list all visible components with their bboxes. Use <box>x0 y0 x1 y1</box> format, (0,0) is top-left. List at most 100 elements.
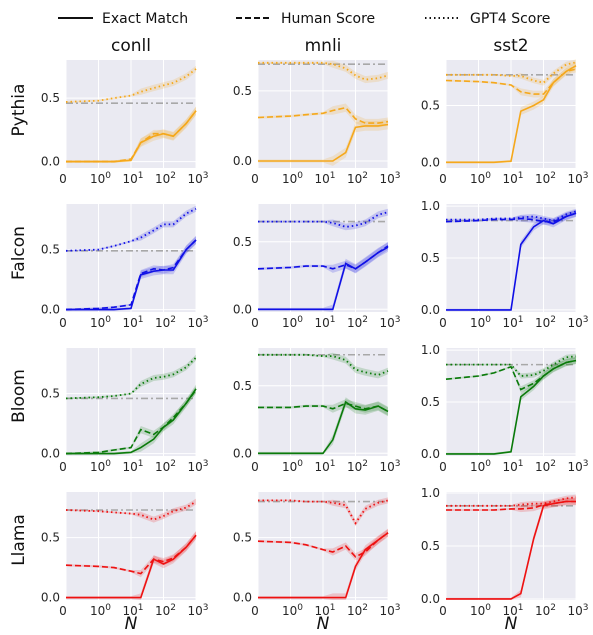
panel-falcon-conll: 0.0 0.5 0 100 101 102 103 <box>41 204 209 330</box>
panel-pythia-sst2: 0.0 0.5 0 100 101 102 103 <box>421 59 589 186</box>
series-line-human <box>65 534 197 575</box>
x-tick-label: 100 <box>470 603 491 618</box>
panel-falcon-mnli: 0.0 0.5 0 100 101 102 103 <box>233 204 401 330</box>
y-tick-label: 0.5 <box>421 98 440 112</box>
x-tick-label: 103 <box>567 171 588 186</box>
x-tick-label: 100 <box>282 315 303 330</box>
column-title-mnli: mnli <box>305 36 342 56</box>
x-tick-label: 103 <box>379 459 400 474</box>
series-line-human <box>258 402 389 413</box>
series-band-gpt4 <box>446 494 576 508</box>
y-tick-label: 0.0 <box>233 446 252 460</box>
y-tick-label: 0.0 <box>41 591 60 605</box>
x-tick-label: 101 <box>314 459 335 474</box>
series-line-human <box>257 106 389 124</box>
y-tick-label: 0.0 <box>233 154 252 168</box>
x-tick-label: 0 <box>251 172 259 186</box>
y-tick-label: 0.0 <box>41 447 60 461</box>
y-tick-label: 0.0 <box>421 592 440 606</box>
x-tick-label: 103 <box>187 315 208 330</box>
x-tick-label: 0 <box>439 604 447 618</box>
y-tick-label: 0.5 <box>421 539 440 553</box>
legend: Exact Match Human Score GPT4 Score <box>58 11 550 27</box>
series-band-exact <box>258 397 388 455</box>
x-tick-label: 102 <box>535 171 556 186</box>
x-tick-label: 102 <box>535 603 556 618</box>
column-title-sst2: sst2 <box>493 36 528 56</box>
x-tick-label: 0 <box>59 460 67 474</box>
y-tick-label: 1.0 <box>421 343 440 357</box>
y-tick-label: 0.5 <box>421 395 440 409</box>
y-tick-label: 0.5 <box>233 235 252 249</box>
x-tick-label: 0 <box>439 460 447 474</box>
x-tick-label: 102 <box>155 315 176 330</box>
y-tick-label: 0.0 <box>421 303 440 317</box>
x-tick-label: 103 <box>567 459 588 474</box>
series-line-exact <box>446 65 577 164</box>
x-tick-label: 100 <box>282 603 303 618</box>
series-line-gpt4 <box>446 61 577 84</box>
series-band-gpt4 <box>66 498 196 523</box>
series-line-gpt4 <box>258 353 389 376</box>
row-title-pythia: Pythia <box>9 84 29 137</box>
series-band-exact <box>446 209 576 311</box>
series-band-exact <box>446 356 576 455</box>
x-tick-label: 102 <box>535 459 556 474</box>
x-tick-label: 101 <box>122 459 143 474</box>
x-tick-label: 100 <box>90 603 111 618</box>
panel-falcon-sst2: 0.0 0.5 1.0 0 100 101 102 103 <box>421 199 589 330</box>
x-tick-label: 100 <box>470 171 491 186</box>
x-tick-label: 0 <box>439 172 447 186</box>
x-tick-label: 102 <box>155 171 176 186</box>
series-band-gpt4 <box>258 208 388 231</box>
series-band-gpt4 <box>66 354 196 400</box>
panel-llama-sst2: 0.0 0.5 1.0 0 100 101 102 103 <box>421 486 589 618</box>
x-tick-label: 0 <box>251 316 259 330</box>
x-tick-label: 103 <box>379 603 400 618</box>
x-tick-label: 101 <box>502 171 523 186</box>
x-tick-label: 100 <box>470 459 491 474</box>
x-tick-label: 102 <box>347 315 368 330</box>
legend-exact-label: Exact Match <box>102 11 188 27</box>
x-tick-label: 102 <box>155 459 176 474</box>
x-tick-label: 102 <box>347 171 368 186</box>
series-line-gpt4 <box>258 61 389 81</box>
x-axis-label-col2: N <box>317 614 330 634</box>
y-tick-label: 0.0 <box>41 155 60 169</box>
x-tick-label: 101 <box>502 315 523 330</box>
x-tick-label: 0 <box>251 604 259 618</box>
x-tick-label: 103 <box>379 315 400 330</box>
series-line-gpt4 <box>258 499 389 525</box>
x-tick-label: 101 <box>122 315 143 330</box>
y-tick-label: 0.5 <box>41 243 60 257</box>
series-band-gpt4 <box>446 353 576 379</box>
series-band-gpt4 <box>258 497 388 527</box>
panel-pythia-conll: 0.0 0.5 0 100 101 102 103 <box>41 60 209 186</box>
y-tick-label: 0.5 <box>233 84 252 98</box>
series-line-exact <box>66 388 197 455</box>
panel-bloom-sst2: 0.0 0.5 1.0 0 100 101 102 103 <box>421 343 589 474</box>
x-tick-label: 100 <box>470 315 491 330</box>
x-tick-label: 103 <box>187 459 208 474</box>
x-tick-label: 102 <box>535 315 556 330</box>
x-tick-label: 100 <box>282 459 303 474</box>
y-tick-label: 0.0 <box>41 303 60 317</box>
x-tick-label: 103 <box>379 171 400 186</box>
x-tick-label: 103 <box>567 315 588 330</box>
legend-gpt4-label: GPT4 Score <box>470 11 550 27</box>
x-tick-label: 0 <box>59 172 67 186</box>
series-line-human <box>446 500 576 511</box>
series-line-gpt4 <box>65 356 197 400</box>
y-tick-label: 0.0 <box>421 155 440 169</box>
x-tick-label: 100 <box>90 171 111 186</box>
y-tick-label: 0.5 <box>41 531 60 545</box>
series-line-exact <box>446 359 577 455</box>
series-band-exact <box>446 61 576 164</box>
y-tick-label: 0.0 <box>233 302 252 316</box>
x-tick-label: 101 <box>122 171 143 186</box>
x-tick-label: 101 <box>502 603 523 618</box>
legend-human-label: Human Score <box>281 11 375 27</box>
series-band-exact <box>258 119 388 166</box>
series-band-gpt4 <box>258 352 388 379</box>
series-line-exact <box>66 110 197 163</box>
